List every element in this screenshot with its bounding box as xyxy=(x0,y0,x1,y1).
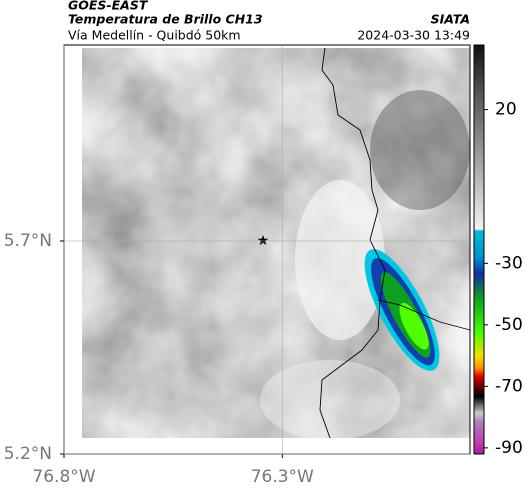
colorbar xyxy=(473,44,485,455)
y-tick-label: 5.7°N xyxy=(4,231,52,251)
x-tick-label: 76.3°W xyxy=(251,467,314,487)
title: Temperatura de Brillo CH13 xyxy=(68,12,263,27)
source: SIATA xyxy=(431,12,470,27)
colorbar-tick-label: -50 xyxy=(495,315,523,335)
colorbar-tick-label: -70 xyxy=(495,376,523,396)
y-tick-label: 5.2°N xyxy=(4,444,52,464)
region: Vía Medellín - Quibdó 50km xyxy=(68,28,241,43)
x-tick-label: 76.8°W xyxy=(32,467,95,487)
satellite-image xyxy=(82,48,470,438)
colorbar-tick-label: 20 xyxy=(495,100,517,120)
colorbar-tick-label: -30 xyxy=(495,253,523,273)
datetime: 2024-03-30 13:49 xyxy=(357,28,470,43)
colorbar-tick-label: -90 xyxy=(495,438,523,458)
product: GOES-EAST xyxy=(68,0,149,13)
